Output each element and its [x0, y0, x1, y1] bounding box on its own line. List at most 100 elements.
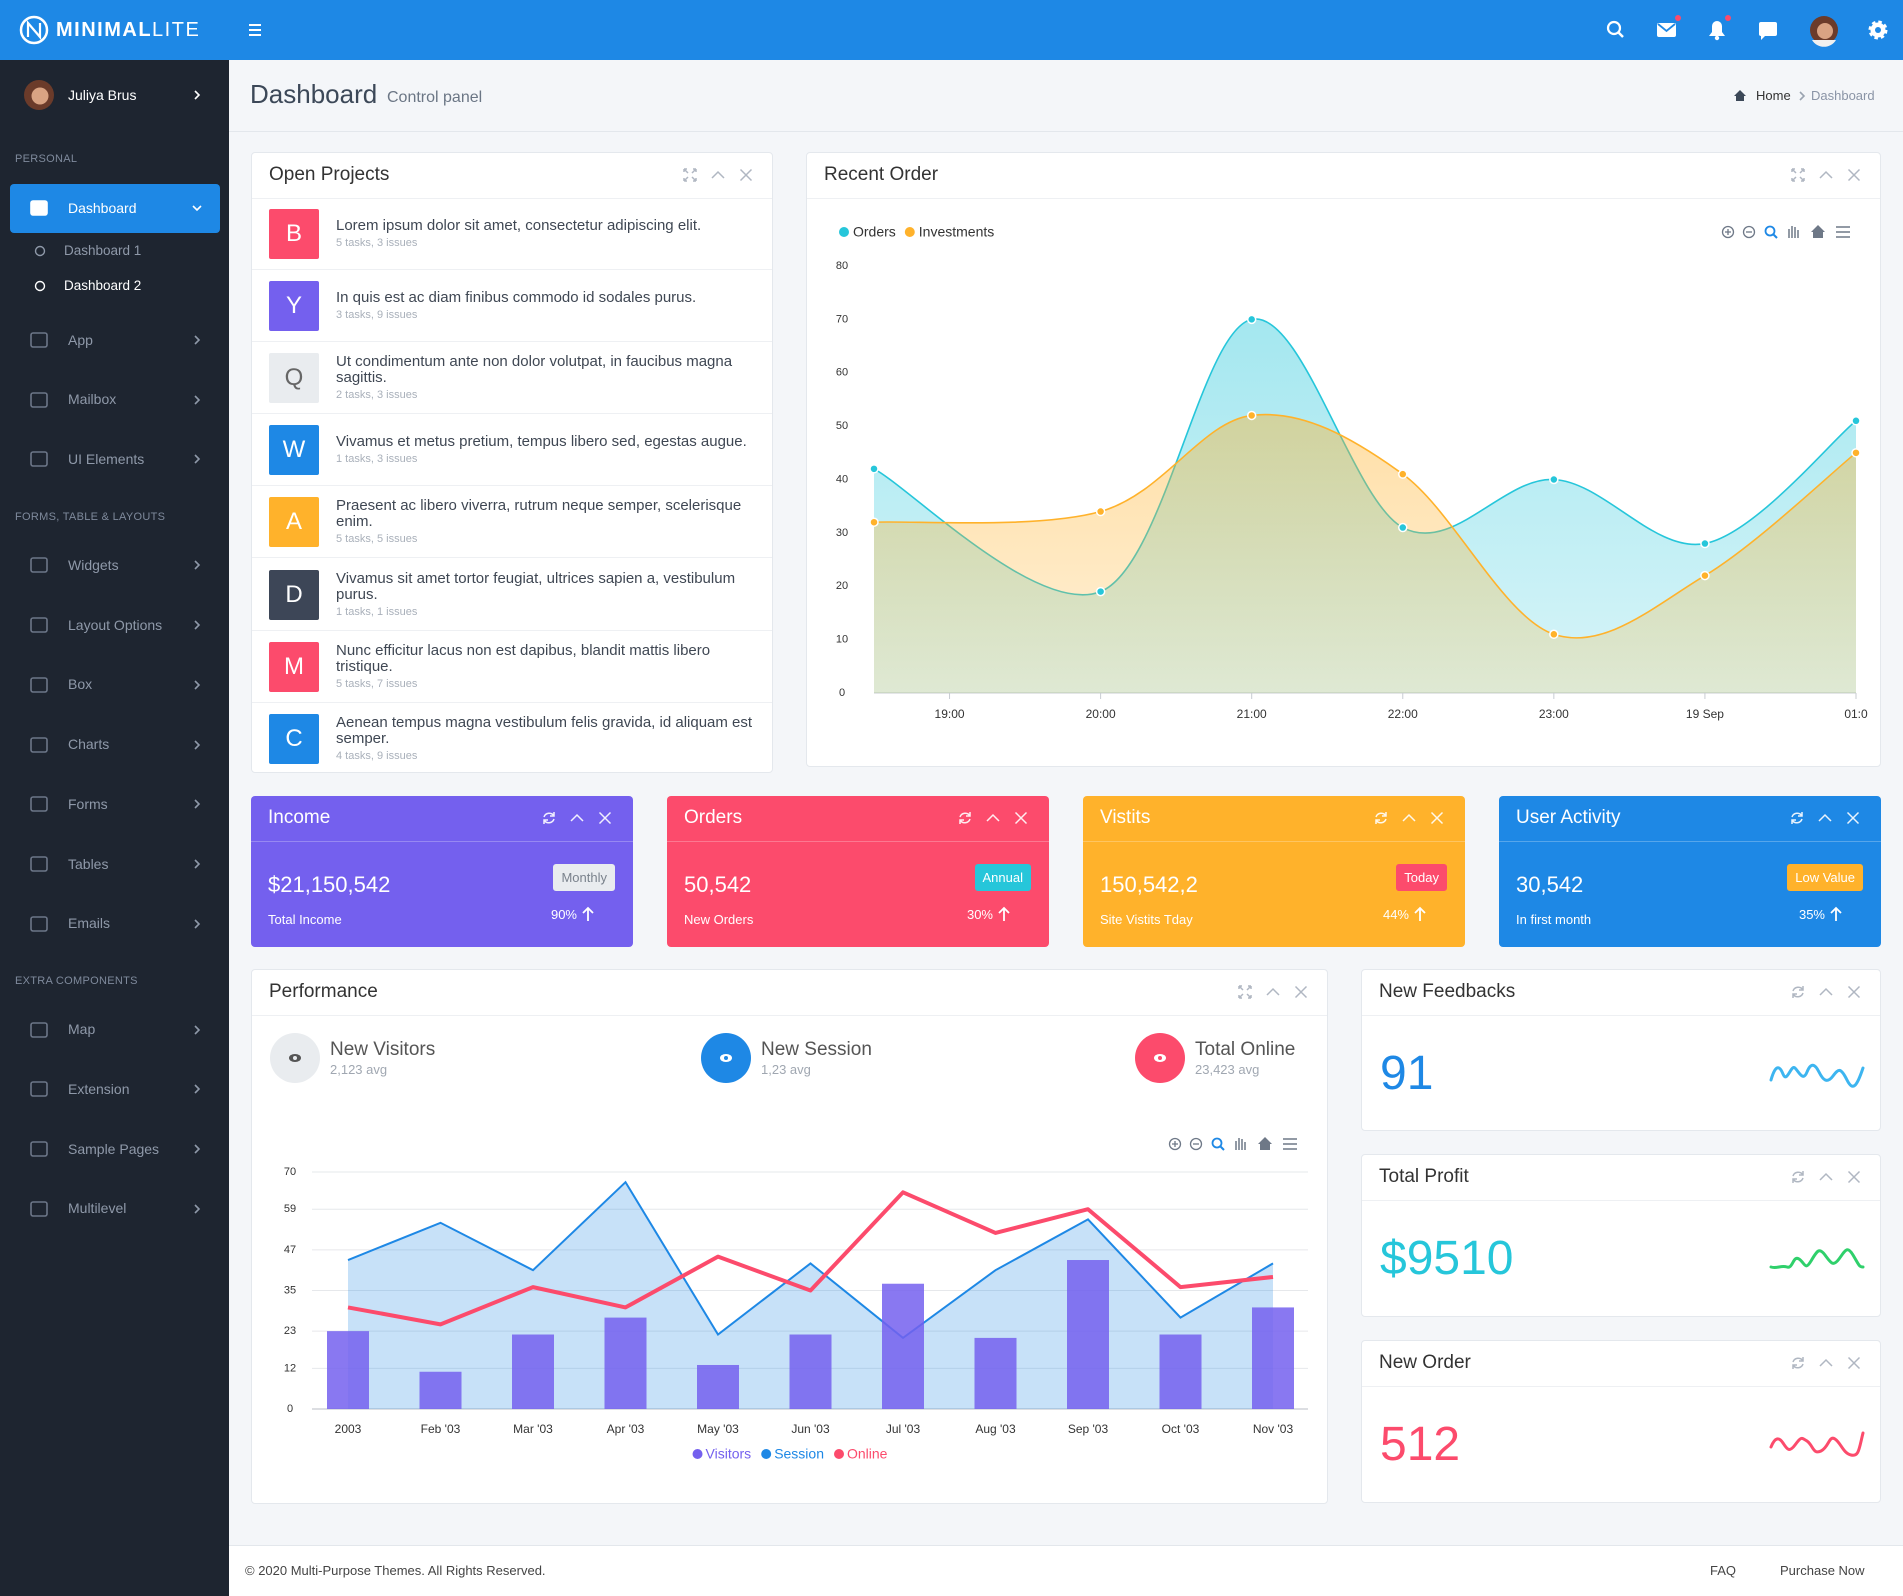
menu-item-label[interactable]: Tables	[68, 855, 109, 872]
zoom-select-icon[interactable]	[1211, 1137, 1223, 1149]
menu-item-label[interactable]: Layout Options	[68, 616, 163, 633]
chevron-path	[194, 560, 201, 570]
menu-item-label[interactable]: Extension	[68, 1080, 130, 1097]
card-tool-close[interactable]	[1294, 985, 1308, 999]
menu-item-label[interactable]: Box	[68, 676, 93, 693]
legend-marker[interactable]	[834, 1449, 844, 1459]
card-tool-close[interactable]	[1847, 985, 1861, 999]
card-tool-up[interactable]	[1819, 1358, 1833, 1367]
card-tool-close[interactable]	[1014, 811, 1028, 825]
card-tool-refresh[interactable]	[1375, 812, 1387, 824]
legend-marker[interactable]	[692, 1449, 703, 1459]
card-tool-up[interactable]	[1819, 1172, 1833, 1181]
user-name[interactable]: Juliya Brus	[68, 86, 137, 103]
mail-icon[interactable]	[1657, 15, 1681, 37]
footer-link[interactable]: FAQ	[1710, 1563, 1737, 1579]
submenu-item-label[interactable]: Dashboard 1	[64, 242, 142, 258]
menu-item-label[interactable]: Dashboard	[68, 199, 137, 216]
chat-icon[interactable]	[1759, 22, 1777, 40]
menu-icon	[30, 796, 48, 812]
card-tool-refresh[interactable]	[959, 812, 971, 824]
card-tool-up[interactable]	[1819, 987, 1833, 996]
pan-icon[interactable]	[1235, 1138, 1246, 1150]
card-tool-up[interactable]	[1266, 987, 1280, 996]
project-row[interactable]: M Nunc efficitur lacus non est dapibus, b…	[252, 631, 772, 703]
project-row[interactable]: A Praesent ac libero viverra, rutrum nequ…	[252, 486, 772, 559]
card-tool-refresh[interactable]	[1792, 1357, 1804, 1369]
footer-link[interactable]: Purchase Now	[1780, 1563, 1865, 1579]
bar	[974, 1337, 1017, 1409]
project-letter: M	[269, 641, 319, 692]
menu-item-label[interactable]: App	[68, 331, 93, 348]
menu-toggle[interactable]	[249, 24, 261, 36]
settings-icon[interactable]	[1868, 20, 1888, 40]
legend-label[interactable]: Online	[847, 1446, 888, 1462]
card-tool-refresh[interactable]	[543, 812, 555, 824]
x-tick-label: Oct '03	[1162, 1422, 1200, 1436]
chevron	[194, 739, 201, 750]
logo[interactable]	[19, 15, 49, 45]
menu-item-label[interactable]: Map	[68, 1021, 96, 1038]
reset-icon[interactable]	[1258, 1137, 1272, 1150]
stat-card: Vistits 150,542,2 Site Vistits Tday Today 44…	[1083, 796, 1465, 947]
card-tool-close[interactable]	[1430, 811, 1444, 825]
card-header-divider	[1362, 1386, 1880, 1387]
menu-item-label[interactable]: Multilevel	[68, 1200, 127, 1217]
project-row[interactable]: B Lorem ipsum dolor sit amet, consectetur…	[252, 198, 772, 270]
search-icon[interactable]	[1606, 20, 1624, 38]
legend-label[interactable]: Visitors	[706, 1446, 752, 1462]
zoom-in-icon[interactable]	[1168, 1137, 1182, 1151]
project-row[interactable]: W Vivamus et metus pretium, tempus libero…	[252, 414, 772, 487]
menu-item-label[interactable]: Widgets	[68, 557, 119, 573]
card-tool-close[interactable]	[739, 168, 753, 182]
card-header-divider	[1362, 1015, 1880, 1016]
card-tool-close[interactable]	[1847, 168, 1861, 182]
submenu-item-label[interactable]: Dashboard 2	[64, 277, 142, 293]
menu-item-label[interactable]: Forms	[68, 795, 108, 812]
card-tool-up[interactable]	[1819, 170, 1833, 179]
card-tool-up[interactable]	[986, 813, 1000, 822]
card-tool-refresh[interactable]	[1792, 986, 1804, 998]
project-row[interactable]: C Aenean tempus magna vestibulum felis gr…	[252, 703, 772, 775]
reset-icon[interactable]	[1811, 225, 1825, 238]
card-tool-up[interactable]	[1402, 813, 1416, 822]
zoom-out-icon[interactable]	[1742, 225, 1756, 239]
menu-item-label[interactable]: UI Elements	[68, 451, 145, 467]
card-tool-refresh[interactable]	[1791, 812, 1803, 824]
notification-icon[interactable]	[1709, 15, 1731, 41]
project-row[interactable]: D Vivamus sit amet tortor feugiat, ultric…	[252, 559, 772, 631]
card-tool-expand[interactable]	[1238, 985, 1252, 999]
project-row[interactable]: Q Ut condimentum ante non dolor volutpat,…	[252, 342, 772, 415]
legend-marker[interactable]	[839, 227, 849, 237]
menu-item-label[interactable]: Mailbox	[68, 391, 117, 408]
card-tool-close[interactable]	[1846, 811, 1860, 825]
card-tool-expand[interactable]	[1791, 168, 1805, 182]
legend-marker[interactable]	[761, 1449, 772, 1459]
menu-item-label[interactable]: Charts	[68, 736, 110, 753]
zoom-out-icon[interactable]	[1189, 1137, 1203, 1151]
sparkline	[1769, 1431, 1865, 1457]
pan-icon[interactable]	[1788, 226, 1799, 238]
project-row[interactable]: Y In quis est ac diam finibus commodo id …	[252, 270, 772, 343]
menu-item-label[interactable]: Sample Pages	[68, 1140, 160, 1157]
menu-icon[interactable]	[1283, 1138, 1297, 1150]
card-tool-refresh[interactable]	[1792, 1171, 1804, 1183]
card-tool-close[interactable]	[1847, 1170, 1861, 1184]
card-tool-close[interactable]	[598, 811, 612, 825]
legend-label[interactable]: Session	[774, 1446, 824, 1462]
card-tool-close[interactable]	[1847, 1356, 1861, 1370]
legend-marker[interactable]	[904, 227, 915, 237]
legend-label[interactable]: Orders	[853, 224, 896, 240]
project-text: Aenean tempus magna vestibulum felis gra…	[336, 713, 753, 747]
card-tool-up[interactable]	[1818, 813, 1832, 822]
card-tool-expand[interactable]	[683, 168, 697, 182]
breadcrumb-item[interactable]: Home	[1756, 88, 1791, 104]
card-tool-up[interactable]	[570, 813, 584, 822]
zoom-select-icon[interactable]	[1764, 225, 1776, 237]
zoom-in-icon[interactable]	[1721, 225, 1735, 239]
user-avatar[interactable]	[1810, 16, 1838, 47]
card-tool-up[interactable]	[711, 170, 725, 179]
menu-item-label[interactable]: Emails	[68, 915, 111, 932]
legend-label[interactable]: Investments	[919, 224, 994, 240]
menu-icon[interactable]	[1836, 226, 1850, 238]
